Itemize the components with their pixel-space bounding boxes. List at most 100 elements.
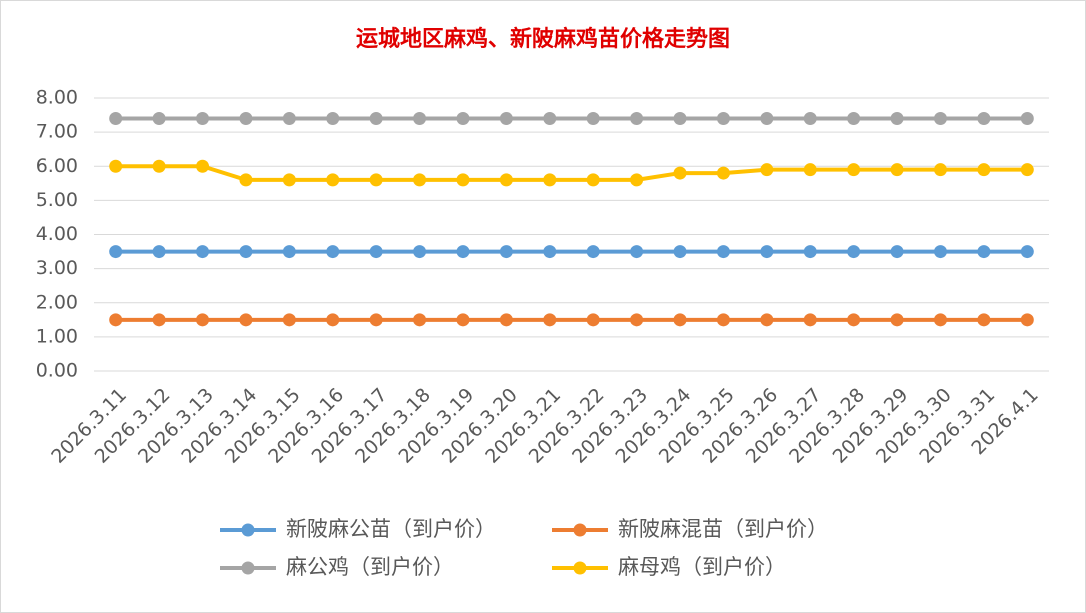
point — [196, 159, 210, 173]
point — [803, 163, 817, 177]
point — [152, 111, 166, 125]
point — [109, 313, 123, 327]
point — [586, 245, 600, 259]
point — [413, 173, 427, 187]
point — [890, 245, 904, 259]
point — [760, 313, 774, 327]
legend-label: 新陂麻公苗（到户价） — [286, 517, 496, 541]
point — [760, 245, 774, 259]
point — [977, 163, 991, 177]
point — [152, 159, 166, 173]
point — [543, 245, 557, 259]
legend-label: 麻公鸡（到户价） — [286, 555, 454, 579]
point — [803, 111, 817, 125]
y-tick-label: 3.00 — [36, 257, 78, 279]
point — [413, 313, 427, 327]
point — [239, 245, 253, 259]
point — [239, 313, 253, 327]
point — [326, 111, 340, 125]
y-tick-label: 4.00 — [36, 223, 78, 245]
point — [499, 111, 513, 125]
chart-title: 运城地区麻鸡、新陂麻鸡苗价格走势图 — [356, 26, 730, 52]
legend-marker — [241, 561, 255, 575]
point — [326, 313, 340, 327]
point — [152, 245, 166, 259]
point — [282, 313, 296, 327]
point — [543, 313, 557, 327]
point — [282, 173, 296, 187]
point — [977, 313, 991, 327]
y-tick-label: 6.00 — [36, 155, 78, 177]
legend-label: 新陂麻混苗（到户价） — [618, 517, 828, 541]
point — [456, 173, 470, 187]
point — [196, 111, 210, 125]
point — [760, 163, 774, 177]
point — [760, 111, 774, 125]
point — [1020, 245, 1034, 259]
point — [586, 313, 600, 327]
point — [1020, 163, 1034, 177]
point — [499, 313, 513, 327]
y-tick-label: 1.00 — [36, 325, 78, 347]
point — [933, 313, 947, 327]
y-tick-label: 0.00 — [36, 360, 78, 382]
point — [847, 111, 861, 125]
y-tick-label: 7.00 — [36, 121, 78, 143]
point — [716, 313, 730, 327]
point — [1020, 111, 1034, 125]
point — [673, 111, 687, 125]
point — [152, 313, 166, 327]
point — [890, 163, 904, 177]
point — [847, 163, 861, 177]
point — [456, 245, 470, 259]
point — [326, 173, 340, 187]
point — [239, 173, 253, 187]
point — [630, 173, 644, 187]
point — [369, 111, 383, 125]
point — [369, 245, 383, 259]
point — [803, 245, 817, 259]
series-line — [115, 164, 1028, 182]
y-tick-label: 2.00 — [36, 291, 78, 313]
point — [673, 245, 687, 259]
point — [499, 245, 513, 259]
point — [977, 111, 991, 125]
point — [673, 313, 687, 327]
point — [109, 159, 123, 173]
point — [109, 111, 123, 125]
point — [282, 245, 296, 259]
point — [933, 111, 947, 125]
point — [456, 111, 470, 125]
point — [847, 245, 861, 259]
legend-marker — [573, 523, 587, 537]
point — [630, 245, 644, 259]
point — [543, 111, 557, 125]
point — [630, 111, 644, 125]
point — [499, 173, 513, 187]
legend-label: 麻母鸡（到户价） — [618, 555, 786, 579]
point — [890, 313, 904, 327]
point — [369, 313, 383, 327]
point — [803, 313, 817, 327]
point — [369, 173, 383, 187]
point — [326, 245, 340, 259]
point — [413, 245, 427, 259]
point — [196, 313, 210, 327]
point — [543, 173, 557, 187]
point — [109, 245, 123, 259]
point — [456, 313, 470, 327]
point — [890, 111, 904, 125]
point — [1020, 313, 1034, 327]
point — [413, 111, 427, 125]
point — [716, 166, 730, 180]
point — [977, 245, 991, 259]
point — [586, 111, 600, 125]
point — [933, 163, 947, 177]
point — [196, 245, 210, 259]
point — [630, 313, 644, 327]
point — [716, 111, 730, 125]
point — [716, 245, 730, 259]
y-tick-label: 8.00 — [36, 87, 78, 109]
y-tick-label: 5.00 — [36, 189, 78, 211]
